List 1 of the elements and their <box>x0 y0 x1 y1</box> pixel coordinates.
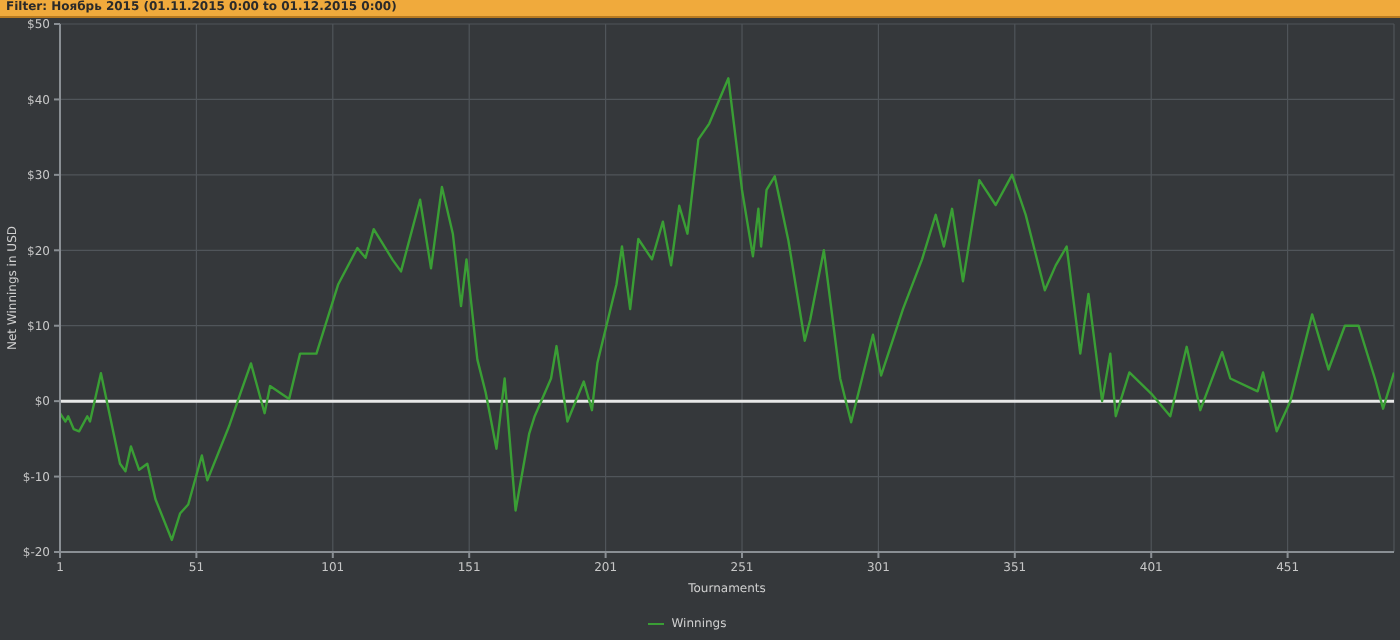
line-series <box>60 77 1394 542</box>
